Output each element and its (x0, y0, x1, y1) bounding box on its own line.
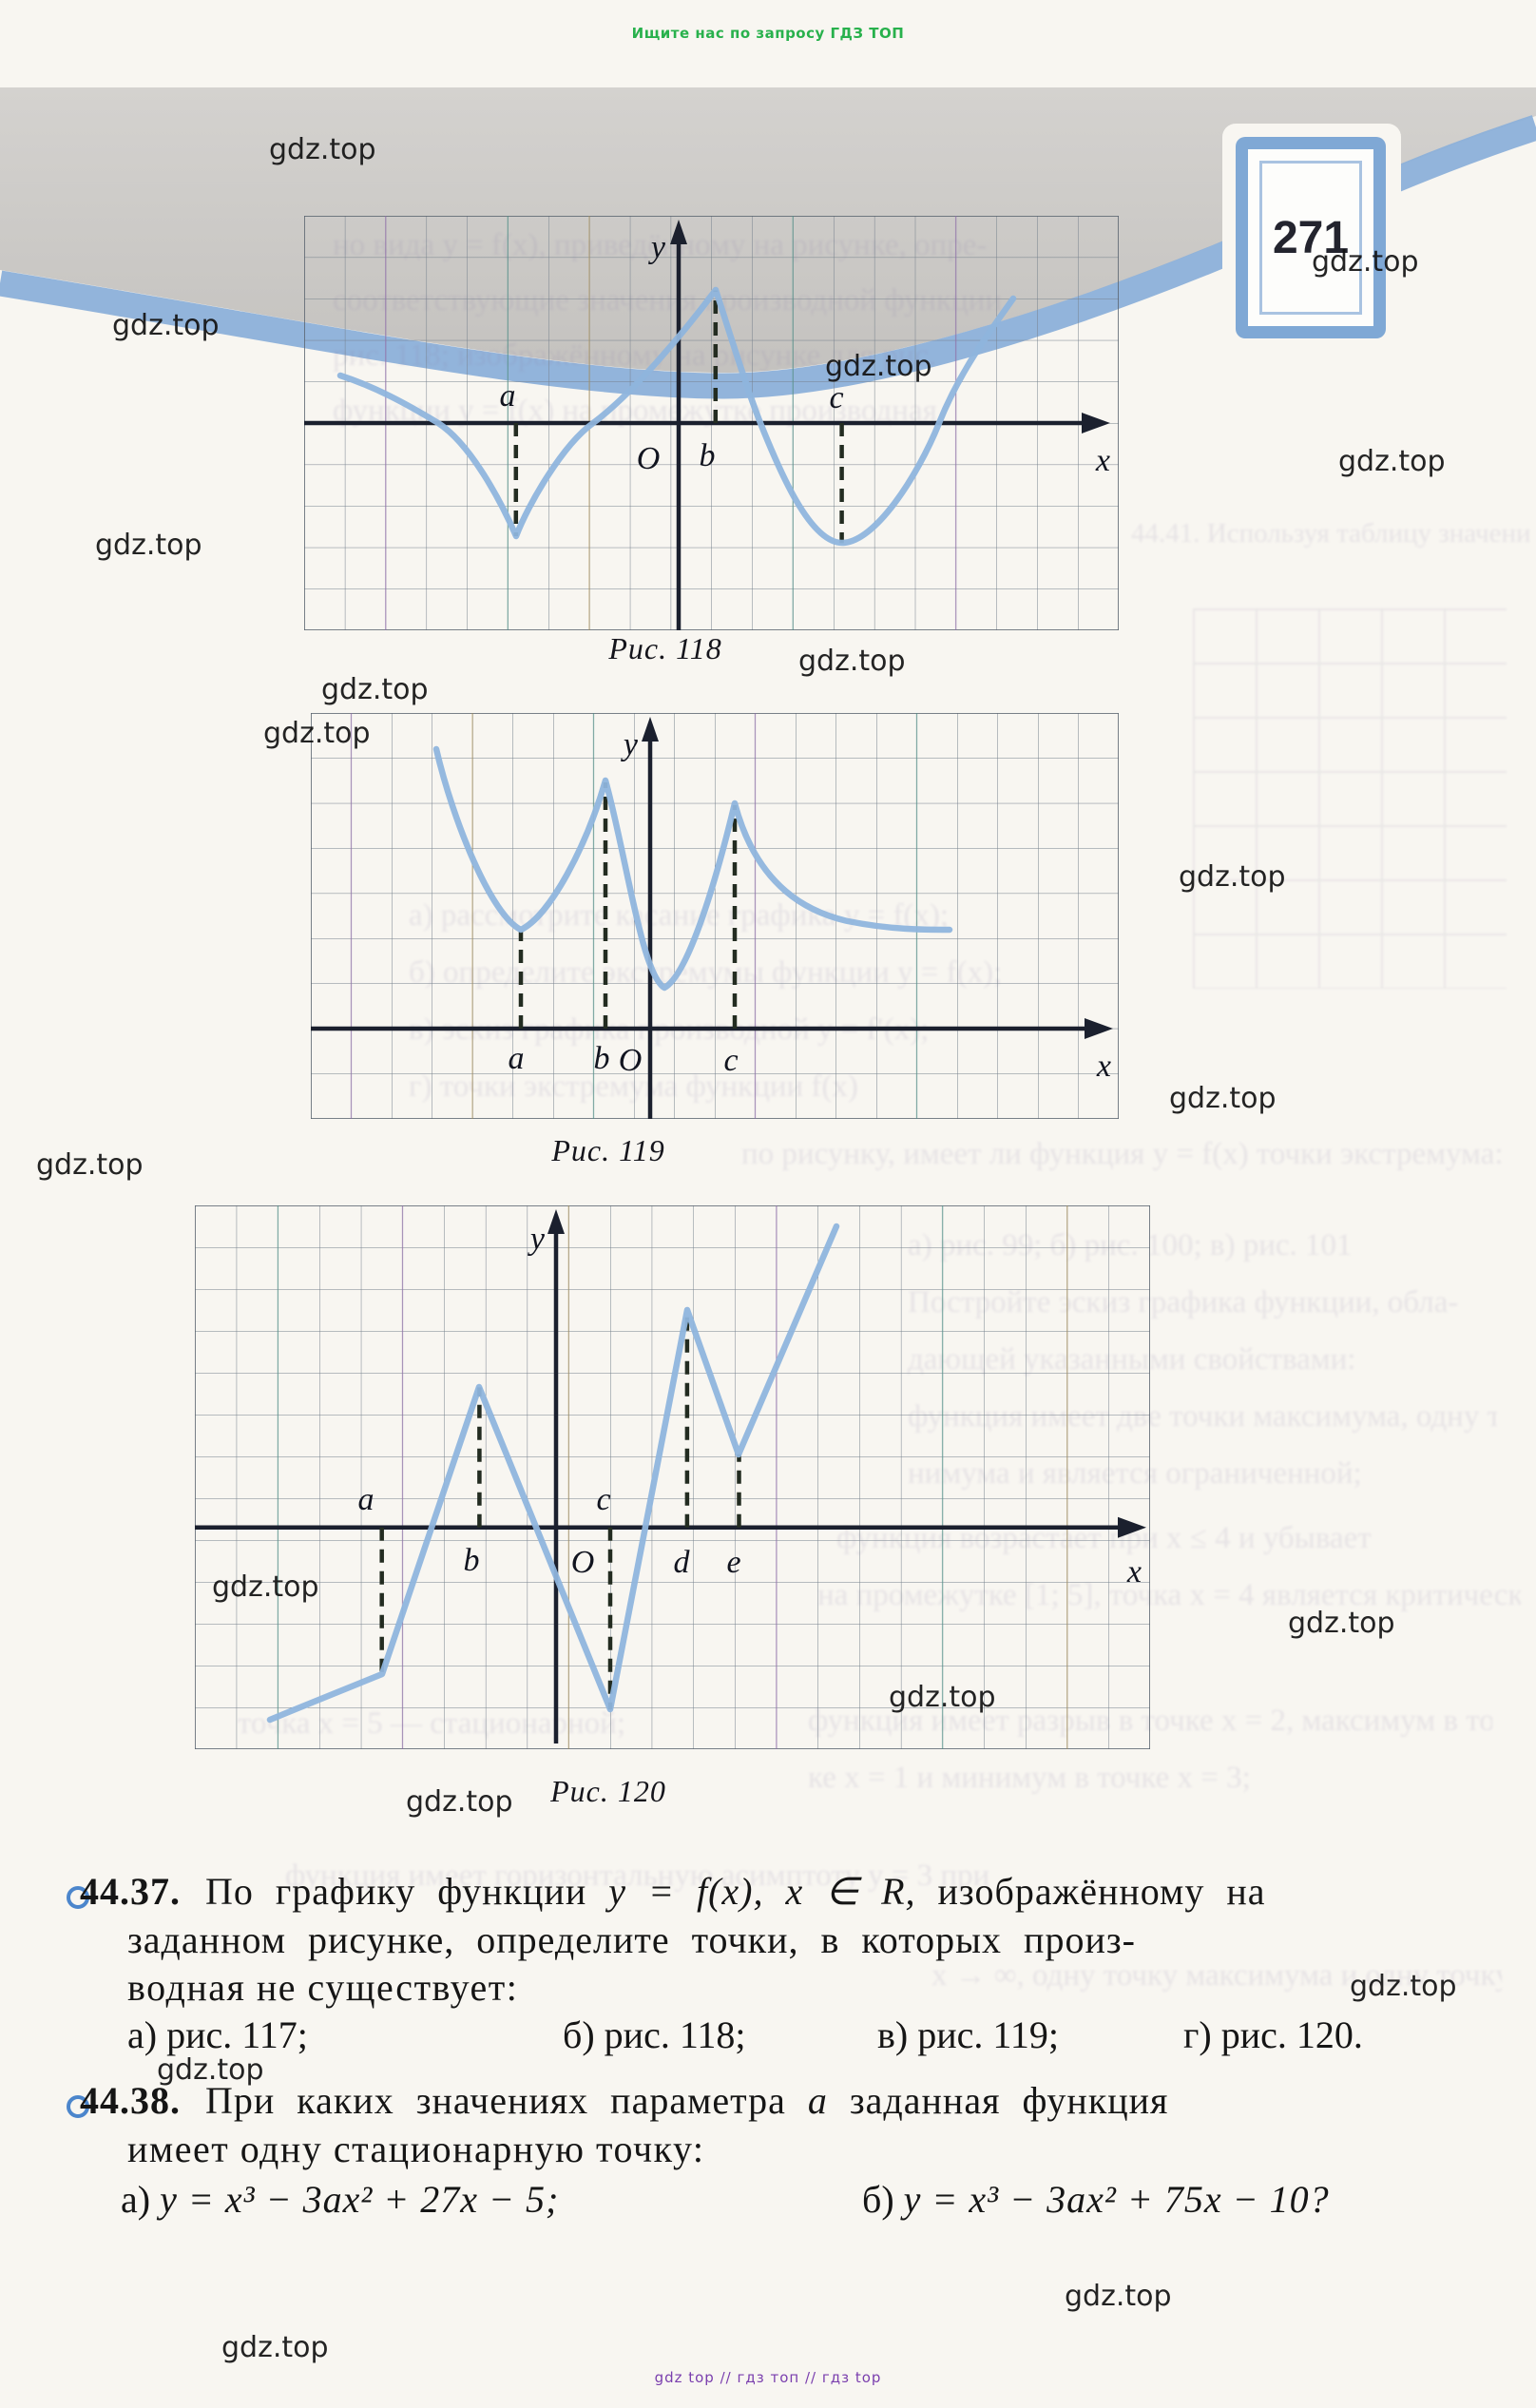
watermark: gdz.top (1065, 2280, 1172, 2313)
watermark: gdz.top (263, 717, 371, 750)
tinted-grid-lines (277, 1205, 1068, 1749)
origin-label: O (571, 1545, 595, 1580)
x-axis-arrow (1118, 1516, 1146, 1538)
watermark: gdz.top (1288, 1607, 1395, 1640)
x-axis-arrow (1082, 413, 1110, 433)
bleed-through-text: функция имеет горизонтальную асимптоту у… (285, 1859, 990, 1893)
search-hint-note: Ищите нас по запросу ГДЗ ТОП (631, 25, 905, 42)
figure-119-caption: Рис. 119 (551, 1133, 665, 1167)
point-label-b: b (700, 438, 716, 473)
watermark: gdz.top (889, 1681, 996, 1714)
point-label-a: a (500, 378, 516, 414)
y-axis-arrow (642, 717, 659, 742)
page-number: 271 (1259, 161, 1362, 315)
watermark: gdz.top (1312, 245, 1419, 279)
function-curve (266, 1223, 840, 1724)
problem-4437-line3: водная не существует: (127, 1966, 519, 2009)
watermark: gdz.top (221, 2331, 329, 2364)
watermark: gdz.top (112, 309, 220, 342)
x-axis-label: x (1096, 1049, 1111, 1084)
formula-b: б) y = x³ − 3ax² + 75x − 10? (862, 2177, 1330, 2222)
x-axis-arrow (1085, 1018, 1113, 1039)
watermark: gdz.top (212, 1570, 319, 1604)
watermark: gdz.top (1350, 1970, 1457, 2003)
grid (311, 713, 1119, 1119)
point-label-a: a (509, 1041, 525, 1076)
point-label-b: b (594, 1041, 610, 1076)
x-axis-label: x (1126, 1554, 1142, 1589)
problem-marker-ring (67, 1886, 89, 1909)
point-label-b: b (464, 1543, 480, 1578)
bleed-through-text: по рисунку, имеет ли функция у = f(x) то… (741, 1137, 1502, 1171)
problem-text: заданная функция (827, 2079, 1169, 2122)
point-label-c: c (723, 1043, 738, 1078)
option-v: в) рис. 119; (877, 2013, 1059, 2056)
bleed-through-text: 44.41. Используя таблицу значений (1131, 518, 1530, 549)
problem-text: По графику функции (205, 1870, 609, 1913)
formula-tag: б) (862, 2178, 894, 2221)
watermark: gdz.top (406, 1785, 513, 1819)
problem-4438-line2: имеет одну стационарную точку: (127, 2128, 705, 2170)
grid (195, 1205, 1150, 1749)
figure-118-caption: Рис. 118 (608, 631, 722, 665)
problem-text: изображённому на (915, 1870, 1266, 1913)
dashed-guides (513, 290, 844, 544)
bleed-through-table (1193, 608, 1507, 989)
point-label-c: c (829, 380, 843, 415)
figure-120: a b O c d e y x (195, 1205, 1150, 1749)
formula-expression: y = x³ − 3ax² + 27x − 5; (160, 2178, 560, 2221)
figure-120-caption: Рис. 120 (550, 1774, 666, 1808)
origin-label: O (619, 1043, 643, 1078)
watermark: gdz.top (157, 2053, 264, 2087)
watermark: gdz.top (321, 673, 429, 706)
watermark: gdz.top (95, 529, 202, 562)
y-axis-arrow (670, 220, 687, 244)
footer-note: gdz top // гдз топ // гдз top (654, 2369, 882, 2386)
y-axis-label: y (648, 230, 666, 265)
watermark: gdz.top (1179, 860, 1286, 894)
watermark: gdz.top (798, 645, 906, 678)
function-curve (432, 745, 953, 992)
dashed-guides (379, 1310, 741, 1710)
problem-4437-line2: заданном рисунке, определите точки, в ко… (127, 1918, 1136, 1961)
problem-4437-line1: 44.37. По графику функции y = f(x), x ∈ R… (80, 1869, 1266, 1914)
option-a: а) рис. 117; (127, 2013, 308, 2056)
tinted-grid-lines (350, 713, 918, 1119)
dashed-guides (518, 782, 738, 1029)
problem-marker-ring (67, 2095, 89, 2118)
formula-a: а) y = x³ − 3ax² + 27x − 5; (121, 2177, 559, 2222)
y-axis-label: y (528, 1222, 546, 1257)
point-label-d: d (674, 1545, 691, 1580)
y-axis-arrow (547, 1209, 565, 1234)
inline-math: y = f(x), x ∈ R, (608, 1870, 916, 1913)
problem-text: При каких значениях параметра (205, 2079, 808, 2122)
watermark: gdz.top (1338, 445, 1446, 478)
option-g: г) рис. 120. (1183, 2013, 1363, 2056)
formula-tag: а) (121, 2178, 151, 2221)
figure-119: a b O c y x (311, 713, 1119, 1119)
point-label-a: a (358, 1482, 374, 1517)
option-b: б) рис. 118; (563, 2013, 746, 2056)
origin-label: O (637, 441, 661, 476)
formula-expression: y = x³ − 3ax² + 75x − 10? (903, 2178, 1330, 2221)
x-axis-label: x (1095, 443, 1110, 478)
watermark: gdz.top (269, 133, 376, 166)
inline-math: a (807, 2079, 828, 2122)
page-number-badge: 271 (1236, 137, 1386, 338)
problem-4438-line1: 44.38. При каких значениях параметра a за… (80, 2078, 1168, 2123)
function-curve (336, 286, 1017, 547)
watermark: gdz.top (1169, 1082, 1277, 1115)
point-label-c: c (596, 1482, 610, 1517)
bleed-through-text: ке х = 1 и минимум в точке х = 3; (808, 1761, 1251, 1795)
point-label-e: e (726, 1545, 740, 1580)
figure-118: a b O c y x (304, 216, 1119, 630)
watermark: gdz.top (36, 1148, 144, 1182)
bleed-through-text: х → ∞, одну точку максимума и одну точку… (931, 1958, 1502, 1993)
y-axis-label: y (621, 727, 639, 762)
watermark: gdz.top (825, 350, 932, 383)
problem-number: 44.37. (80, 1870, 181, 1913)
problem-number: 44.38. (80, 2079, 181, 2122)
